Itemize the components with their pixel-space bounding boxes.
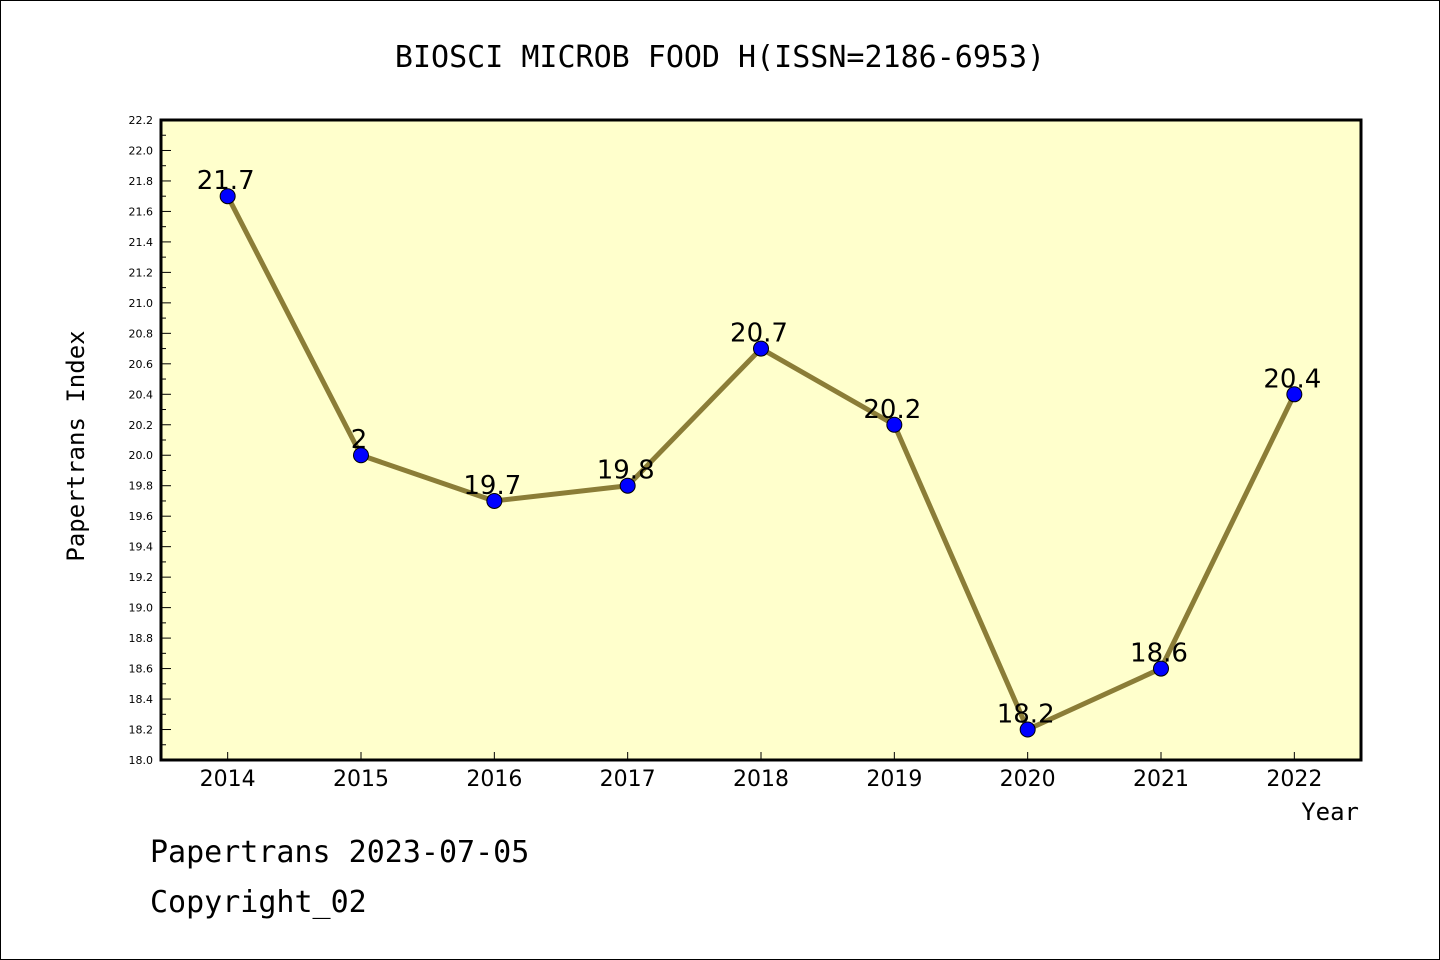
y-tick-label: 19.0: [129, 602, 154, 615]
y-tick-label: 19.6: [129, 510, 154, 523]
data-point: [219, 188, 236, 205]
data-points: [219, 188, 1303, 738]
plot-area: [161, 120, 1361, 760]
y-tick-label: 20.6: [129, 358, 154, 371]
data-label: 20.7: [730, 319, 788, 349]
chart-title: BIOSCI MICROB FOOD H(ISSN=2186-6953): [395, 40, 1045, 75]
footer-copyright: Copyright_02: [150, 885, 367, 920]
data-label: 18.6: [1130, 639, 1188, 669]
x-tick-label: 2020: [1000, 767, 1056, 792]
data-label: 20.4: [1263, 364, 1321, 394]
y-tick-label: 21.2: [129, 266, 154, 279]
x-axis-label: Year: [1301, 798, 1359, 826]
y-tick-label: 22.0: [129, 144, 154, 157]
x-axis: 2014 2015 2016 2017 2018 2019 2020 2021 2022: [200, 752, 1322, 792]
x-tick-label: 2019: [866, 767, 922, 792]
y-axis: 18.0 18.2 18.4 18.6 18.8 19.0 19.2 19.4 19.6 19.8…: [129, 114, 171, 767]
y-tick-label: 18.0: [129, 754, 154, 767]
y-tick-label: 21.4: [129, 236, 154, 249]
x-tick-label: 2022: [1266, 767, 1322, 792]
y-tick-label: 21.0: [129, 297, 154, 310]
y-tick-label: 18.6: [129, 663, 154, 676]
y-tick-label: 21.8: [129, 175, 154, 188]
data-point: [1286, 386, 1303, 403]
data-point: [1019, 721, 1036, 738]
y-tick-label: 18.4: [129, 693, 154, 706]
plot-border: [159, 118, 1363, 762]
x-tick-label: 2016: [466, 767, 522, 792]
data-point: [753, 340, 769, 357]
data-point: [1153, 660, 1169, 677]
data-point: [619, 477, 636, 494]
x-tick-label: 2015: [333, 767, 389, 792]
data-point: [486, 492, 503, 509]
y-tick-label: 19.2: [129, 571, 154, 584]
data-labels: 21.7 2 19.7 19.8 20.7 20.2 18.2 18.6 20.4: [197, 166, 1322, 729]
data-label: 19.8: [597, 456, 655, 486]
data-label: 2: [351, 425, 368, 455]
y-axis-label: Papertrans Index: [62, 330, 90, 561]
y-tick-label: 21.6: [129, 205, 154, 218]
y-tick-label: 19.4: [129, 541, 154, 554]
x-tick-label: 2014: [200, 767, 256, 792]
y-tick-label: 20.8: [129, 327, 154, 340]
data-point: [886, 416, 903, 433]
y-tick-label: 18.8: [129, 632, 154, 645]
y-tick-label: 19.8: [129, 480, 154, 493]
data-label: 18.2: [997, 700, 1055, 730]
y-tick-label: 18.2: [129, 724, 154, 737]
x-tick-label: 2018: [733, 767, 789, 792]
y-tick-label: 20.0: [129, 449, 154, 462]
y-tick-label: 22.2: [129, 114, 154, 127]
data-point: [353, 447, 369, 464]
y-tick-label: 20.4: [129, 388, 154, 401]
data-label: 20.2: [863, 395, 921, 425]
x-tick-label: 2021: [1133, 767, 1189, 792]
data-label: 21.7: [197, 166, 255, 196]
footer-date-line: Papertrans 2023-07-05: [150, 835, 530, 870]
data-label: 19.7: [463, 471, 521, 501]
x-tick-label: 2017: [600, 767, 656, 792]
y-tick-label: 20.2: [129, 419, 154, 432]
